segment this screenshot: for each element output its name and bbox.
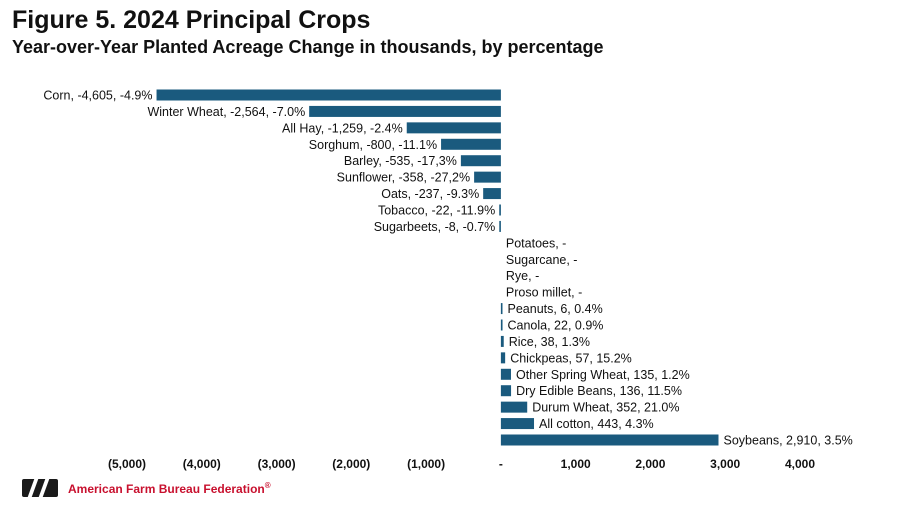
x-tick-label: (2,000) xyxy=(332,457,370,471)
bar xyxy=(500,418,535,430)
bar xyxy=(441,138,501,150)
bar xyxy=(500,319,503,331)
data-label: Tobacco, -22, -11.9% xyxy=(378,204,495,218)
footer: American Farm Bureau Federation® xyxy=(22,478,271,498)
data-label: Rice, 38, 1.3% xyxy=(509,335,590,349)
bar xyxy=(499,204,501,216)
bar xyxy=(500,303,503,315)
bar xyxy=(500,352,506,364)
organization-name: American Farm Bureau Federation xyxy=(68,481,265,496)
data-label: Proso millet, - xyxy=(506,286,582,300)
data-label: Sugarcane, - xyxy=(506,253,578,267)
bar xyxy=(483,188,501,200)
bar xyxy=(309,105,501,117)
x-tick-label: (5,000) xyxy=(108,457,146,471)
x-tick-label: 3,000 xyxy=(710,457,740,471)
bar xyxy=(500,335,504,347)
data-label: Barley, -535, -17,3% xyxy=(344,154,457,168)
x-tick-label: - xyxy=(499,457,503,471)
data-label: Sunflower, -358, -27,2% xyxy=(337,171,470,185)
bar xyxy=(500,401,528,413)
chart-title: Figure 5. 2024 Principal Crops xyxy=(12,6,371,34)
data-label: Sorghum, -800, -11.1% xyxy=(309,138,437,152)
x-tick-label: (1,000) xyxy=(407,457,445,471)
bar xyxy=(500,368,511,380)
x-tick-label: (3,000) xyxy=(258,457,296,471)
data-label: Durum Wheat, 352, 21.0% xyxy=(532,401,679,415)
data-label: Chickpeas, 57, 15.2% xyxy=(510,351,632,365)
data-label: Sugarbeets, -8, -0.7% xyxy=(374,220,496,234)
x-tick-label: 1,000 xyxy=(561,457,591,471)
data-label: All Hay, -1,259, -2.4% xyxy=(282,121,403,135)
bar xyxy=(406,122,501,134)
data-label: Dry Edible Beans, 136, 11.5% xyxy=(516,384,682,398)
x-tick-label: 2,000 xyxy=(635,457,665,471)
data-label: Other Spring Wheat, 135, 1.2% xyxy=(516,368,690,382)
bar xyxy=(460,155,501,167)
data-label: Canola, 22, 0.9% xyxy=(508,319,604,333)
data-label: Rye, - xyxy=(506,269,539,283)
bar xyxy=(500,434,719,446)
afbf-logo-icon xyxy=(22,479,58,497)
bar xyxy=(499,220,501,232)
data-label: All cotton, 443, 4.3% xyxy=(539,417,654,431)
bar xyxy=(474,171,501,183)
registered-mark: ® xyxy=(264,480,271,490)
data-label: Peanuts, 6, 0.4% xyxy=(508,302,603,316)
x-tick-label: 4,000 xyxy=(785,457,815,471)
data-label: Winter Wheat, -2,564, -7.0% xyxy=(147,105,305,119)
data-label: Soybeans, 2,910, 3.5% xyxy=(724,434,853,448)
data-label: Corn, -4,605, -4.9% xyxy=(43,89,152,103)
bar xyxy=(500,385,512,397)
data-label: Potatoes, - xyxy=(506,236,566,250)
bar xyxy=(156,89,501,101)
x-tick-label: (4,000) xyxy=(183,457,221,471)
data-label: Oats, -237, -9.3% xyxy=(381,187,479,201)
chart-subtitle: Year-over-Year Planted Acreage Change in… xyxy=(12,37,604,57)
